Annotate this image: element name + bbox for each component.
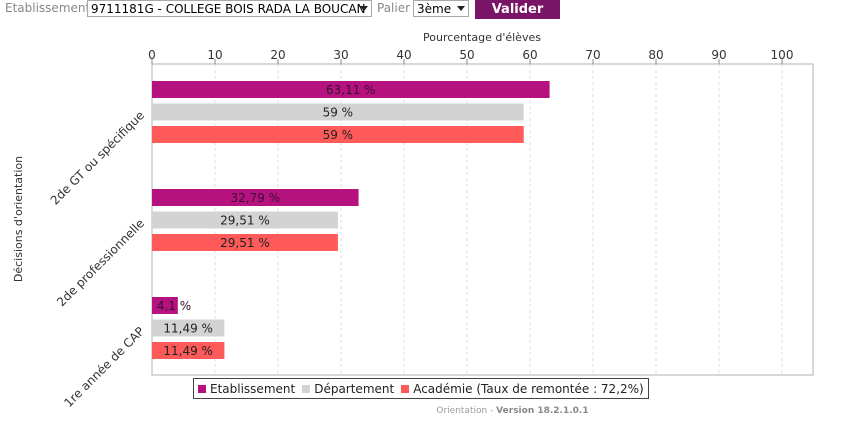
x-tick-label: 10 — [207, 48, 222, 62]
category-label: 2de GT ou spécifique — [48, 108, 147, 207]
palier-select-value: 3ème — [417, 2, 452, 16]
bar[interactable] — [152, 81, 550, 98]
bar[interactable] — [152, 319, 225, 337]
data-label: 29,51 % — [220, 236, 270, 250]
bar[interactable] — [152, 234, 338, 251]
palier-label: Palier — [377, 1, 411, 15]
chevron-down-icon — [457, 6, 465, 11]
category-label: 2de professionnelle — [54, 216, 147, 309]
x-tick-label: 30 — [333, 48, 348, 62]
x-tick-label: 100 — [771, 48, 794, 62]
bar[interactable] — [152, 189, 359, 206]
legend-label-academie: Académie (Taux de remontée : 72,2%) — [413, 381, 644, 396]
footer-version: Version 18.2.1.0.1 — [496, 406, 589, 416]
x-tick-label: 0 — [148, 48, 156, 62]
x-tick-label: 80 — [648, 48, 663, 62]
x-tick-label: 60 — [522, 48, 537, 62]
data-label: 59 % — [323, 128, 354, 142]
bar[interactable] — [152, 211, 338, 229]
x-tick-label: 40 — [396, 48, 411, 62]
legend-label-departement: Département — [314, 381, 395, 396]
legend-swatch-etablissement — [198, 384, 206, 393]
etablissement-select[interactable]: 9711181G - COLLEGE BOIS RADA LA BOUCAN — [87, 0, 372, 17]
data-label: 32,79 % — [230, 191, 280, 205]
filter-toolbar: Etablissement 9711181G - COLLEGE BOIS RA… — [0, 0, 865, 20]
palier-select[interactable]: 3ème — [413, 0, 469, 17]
x-tick-label: 20 — [270, 48, 285, 62]
legend-item-departement[interactable]: Département — [302, 382, 394, 396]
bar[interactable] — [152, 126, 524, 143]
bar[interactable] — [152, 342, 225, 359]
version-footer: Orientation - Version 18.2.1.0.1 — [0, 406, 865, 416]
data-label: 11,49 % — [163, 322, 213, 336]
chevron-down-icon — [360, 6, 368, 11]
footer-app-name: Orientation — [436, 406, 488, 416]
legend-label-etablissement: Etablissement — [210, 381, 296, 396]
legend-swatch-departement — [302, 384, 311, 393]
x-tick-label: 70 — [585, 48, 600, 62]
legend-swatch-academie — [401, 384, 410, 393]
etablissement-select-value: 9711181G - COLLEGE BOIS RADA LA BOUCAN — [91, 2, 366, 16]
x-tick-label: 50 — [459, 48, 474, 62]
etablissement-label: Etablissement — [5, 1, 91, 15]
bar[interactable] — [152, 103, 524, 121]
data-label: 11,49 % — [163, 344, 213, 358]
legend-item-etablissement[interactable]: Etablissement — [198, 382, 295, 396]
data-label: 59 % — [323, 106, 354, 120]
data-label: 63,11 % — [326, 83, 376, 97]
legend-item-academie[interactable]: Académie (Taux de remontée : 72,2%) — [401, 382, 644, 396]
x-axis-title: Pourcentage d'élèves — [423, 31, 541, 44]
valider-button[interactable]: Valider — [475, 0, 560, 19]
footer-separator: - — [487, 406, 497, 416]
chart-legend: Etablissement Département Académie (Taux… — [193, 378, 649, 399]
y-axis-title: Décisions d'orientation — [12, 156, 25, 282]
data-label: 29,51 % — [220, 214, 270, 228]
bar[interactable] — [152, 297, 178, 314]
data-label: 4,1 % — [157, 299, 191, 313]
category-label: 1re année de CAP — [61, 324, 147, 410]
x-tick-label: 90 — [711, 48, 726, 62]
